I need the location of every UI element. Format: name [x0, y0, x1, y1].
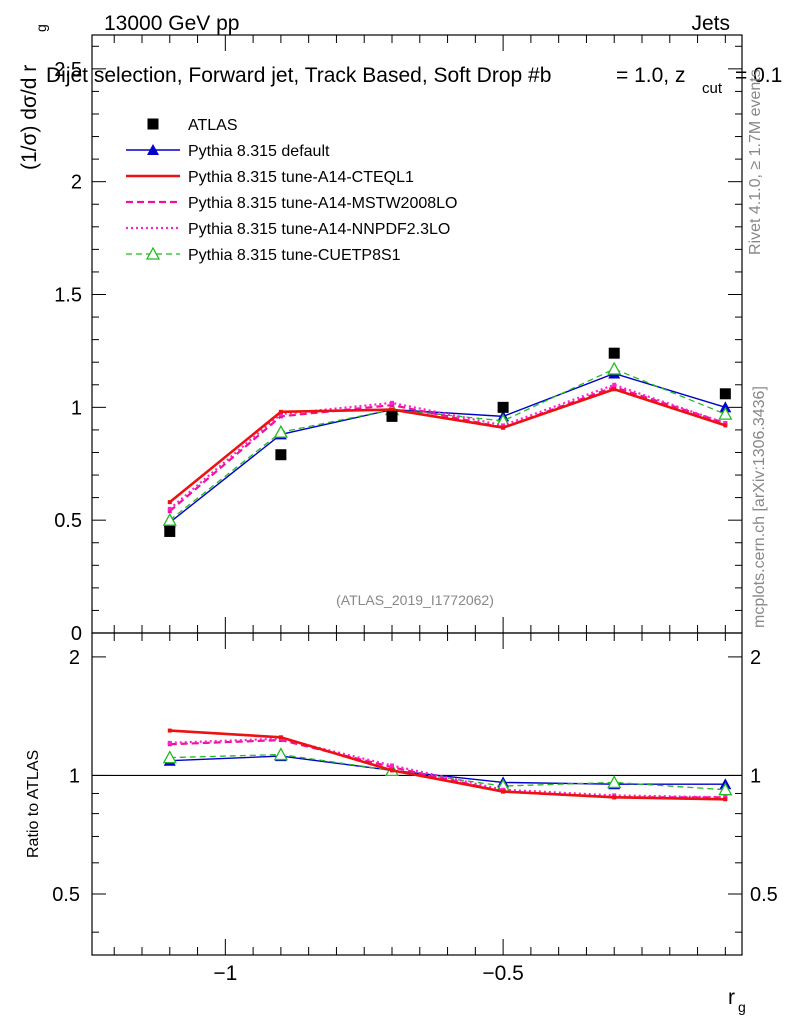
main-line-nnpdf: [169, 383, 726, 510]
xlabel-sub: g: [738, 999, 746, 1015]
ratio-point-cteql1: [723, 797, 728, 802]
main-point-cteql1: [278, 409, 283, 414]
main-ytick-label: 1.5: [54, 285, 82, 307]
main-ytick-label: 2.5: [54, 59, 82, 81]
ratio-ytick-label: 2: [69, 647, 80, 669]
main-ytick-label: 0.5: [54, 510, 82, 532]
main-line-default: [169, 372, 726, 523]
ratio-series-group: [162, 728, 733, 802]
main-point-cuetp8s1: [718, 406, 733, 420]
main-point-nnpdf: [501, 423, 506, 428]
main-point-atlas: [386, 410, 398, 422]
legend-label-cuetp8s1: Pythia 8.315 tune-CUETP8S1: [188, 247, 401, 264]
ratio-point-cuetp8s1: [162, 750, 177, 764]
main-ytick-label: 2: [71, 172, 82, 194]
mcplots-label: mcplots.cern.ch [arXiv:1306.3436]: [751, 386, 768, 628]
main-ytick-label: 1: [71, 397, 82, 419]
ylabel-main: (1/σ) dσ/d r: [18, 65, 41, 170]
xlabel: r: [728, 986, 735, 1009]
ratio-line-nnpdf: [169, 737, 726, 799]
ratio-ytick-label-right: 0.5: [750, 884, 778, 906]
title-sub: cut: [702, 80, 723, 97]
main-point-nnpdf: [278, 412, 283, 417]
main-line-cteql1: [168, 387, 726, 504]
xtick-label: −1: [213, 962, 237, 985]
main-point-mstw: [278, 414, 283, 419]
main-point-mstw: [612, 385, 617, 390]
main-point-atlas: [608, 347, 620, 359]
ratio-point-cuetp8s1: [607, 775, 622, 789]
ratio-line-cuetp8s1: [169, 753, 726, 791]
main-line-mstw: [169, 385, 726, 512]
ratio-line-cteql1: [169, 729, 726, 801]
main-point-cuetp8s1: [273, 424, 288, 438]
x-axis-ticks: −1 −0.5: [113, 35, 726, 985]
ratio-ytick-label: 1: [69, 765, 80, 787]
title-tail: = 1.0, z: [616, 64, 685, 87]
main-point-mstw: [390, 403, 394, 408]
main-axis-ticks: 0 0.5 1 1.5 2 2.5: [54, 45, 742, 645]
ratio-point-cuetp8s1: [273, 747, 288, 761]
main-point-cteql1: [723, 423, 728, 428]
ratio-point-cuetp8s1: [718, 782, 733, 796]
header-left: 13000 GeV pp: [104, 12, 239, 35]
legend-marker-atlas: [147, 118, 159, 130]
main-point-cuetp8s1: [607, 361, 622, 375]
main-series-group: [162, 347, 733, 537]
main-ytick-label: 0: [71, 623, 82, 645]
header-right: Jets: [691, 12, 730, 35]
main-point-atlas: [164, 525, 176, 537]
main-point-cteql1: [612, 387, 617, 392]
ratio-point-cteql1: [390, 768, 394, 773]
ratio-point-nnpdf: [167, 740, 172, 745]
rivet-label: Rivet 4.1.0, ≥ 1.7M events: [747, 69, 764, 255]
ratio-line-mstw: [169, 738, 726, 799]
ratio-point-cteql1: [612, 795, 617, 800]
legend-marker-default: [147, 144, 159, 155]
ratio-ytick-label-right: 2: [750, 647, 761, 669]
ratio-point-nnpdf: [390, 763, 394, 768]
main-point-nnpdf: [390, 400, 394, 405]
analysis-watermark: (ATLAS_2019_I1772062): [336, 592, 494, 608]
main-point-nnpdf: [612, 382, 617, 387]
main-point-nnpdf: [723, 421, 728, 426]
plot-title: Dijet selection, Forward jet, Track Base…: [46, 64, 782, 97]
main-point-atlas: [275, 449, 287, 461]
legend-label-mstw: Pythia 8.315 tune-A14-MSTW2008LO: [188, 195, 457, 212]
ratio-point-cteql1: [501, 789, 506, 794]
ylabel-main-sub: g: [33, 24, 49, 32]
main-point-nnpdf: [167, 506, 172, 511]
xtick-label: −0.5: [482, 962, 523, 985]
legend-marker-cuetp8s1: [145, 246, 161, 260]
main-line-cuetp8s1: [169, 368, 726, 521]
main-point-atlas: [497, 401, 509, 413]
ylabel-ratio: Ratio to ATLAS: [25, 750, 42, 858]
main-point-cuetp8s1: [162, 512, 177, 526]
ratio-ytick-label: 0.5: [52, 884, 80, 906]
legend-label-nnpdf: Pythia 8.315 tune-A14-NNPDF2.3LO: [188, 221, 450, 238]
title-end: = 0.1: [735, 64, 782, 87]
ratio-ytick-label-right: 1: [750, 765, 761, 787]
legend-label-default: Pythia 8.315 default: [188, 143, 330, 160]
main-point-cteql1: [167, 500, 172, 505]
main-point-atlas: [719, 388, 731, 400]
ylabel-main-group: (1/σ) dσ/d r g: [18, 24, 49, 170]
main-point-cteql1: [501, 425, 506, 430]
legend: ATLAS Pythia 8.315 default Pythia 8.315 tu…: [126, 117, 457, 264]
ratio-axis-ticks: 0.5 0.5 1 1 2 2: [52, 647, 778, 933]
ratio-frame: [91, 632, 743, 956]
main-point-mstw: [167, 509, 172, 514]
ratio-point-cteql1: [278, 735, 283, 740]
legend-label-atlas: ATLAS: [188, 117, 238, 134]
main-point-cteql1: [390, 407, 394, 412]
legend-label-cteql1: Pythia 8.315 tune-A14-CTEQL1: [188, 169, 414, 186]
title-main: Dijet selection, Forward jet, Track Base…: [46, 64, 551, 87]
ratio-point-cteql1: [167, 728, 172, 733]
